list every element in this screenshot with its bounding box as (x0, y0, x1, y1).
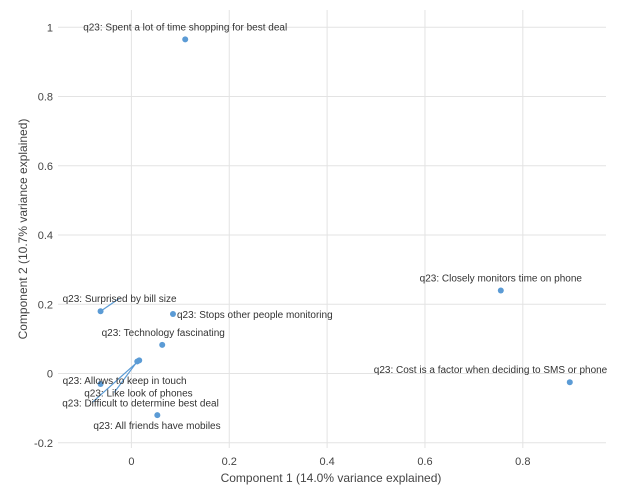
scatter-point[interactable] (136, 357, 143, 364)
x-tick-label: 0.6 (417, 456, 432, 468)
point-label: q23: Technology fascinating (102, 328, 225, 339)
y-tick-label: 0 (47, 369, 53, 381)
leader-line (91, 359, 140, 403)
point-label: q23: Stops other people monitoring (177, 310, 333, 321)
y-tick-label: -0.2 (34, 438, 53, 450)
y-tick-label: 0.8 (38, 92, 53, 104)
x-axis-title: Component 1 (14.0% variance explained) (221, 471, 442, 485)
point-label: q23: Allows to keep in touch (63, 376, 187, 387)
point-label: q23: Difficult to determine best deal (62, 398, 219, 409)
scatter-point[interactable] (566, 379, 573, 386)
y-tick-label: 0.4 (38, 230, 53, 242)
x-tick-label: 0.8 (515, 456, 530, 468)
scatter-point[interactable] (97, 380, 104, 387)
scatter-point[interactable] (497, 287, 504, 294)
leader-line (100, 297, 120, 312)
scatter-point[interactable] (154, 412, 161, 419)
y-tick-label: 1 (47, 22, 53, 34)
y-tick-label: 0.6 (38, 161, 53, 173)
data-points (97, 36, 573, 419)
point-labels: q23: Spent a lot of time shopping for be… (62, 22, 607, 432)
scatter-point[interactable] (169, 311, 176, 318)
y-tick-label: 0.2 (38, 299, 53, 311)
x-tick-label: 0.2 (222, 456, 237, 468)
point-label: q23: All friends have mobiles (93, 421, 220, 432)
point-label: q23: Like look of phones (84, 388, 192, 399)
x-tick-label: 0 (128, 456, 134, 468)
y-axis-title: Component 2 (10.7% variance explained) (16, 119, 30, 340)
tick-labels: 0 0.2 0.4 0.6 0.8 -0.2 0 0.2 0.4 0.6 0.8 1 (34, 22, 530, 468)
scatter-point[interactable] (182, 36, 189, 43)
point-label: q23: Cost is a factor when deciding to S… (374, 365, 608, 376)
point-label: q23: Closely monitors time on phone (420, 273, 583, 284)
leader-lines (91, 297, 140, 403)
point-label: q23: Spent a lot of time shopping for be… (83, 22, 287, 33)
grid-lines (58, 10, 606, 448)
point-label: q23: Surprised by bill size (63, 294, 177, 305)
scatter-point[interactable] (97, 308, 104, 315)
x-tick-label: 0.4 (319, 456, 334, 468)
scatter-point[interactable] (159, 341, 166, 348)
leader-line (113, 361, 138, 393)
